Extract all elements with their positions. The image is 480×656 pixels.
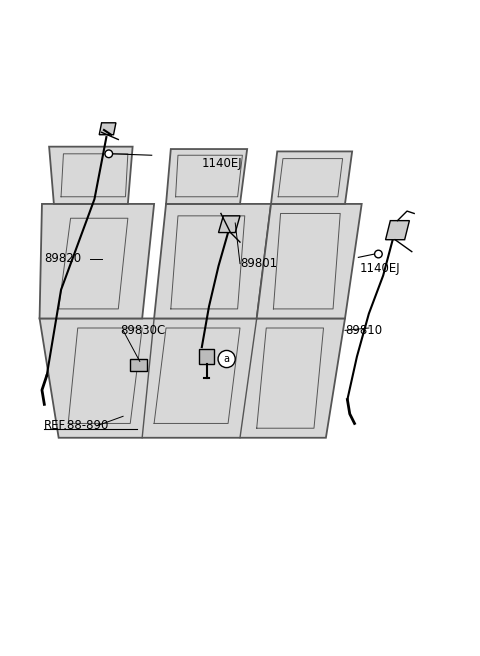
Circle shape bbox=[374, 250, 382, 258]
Polygon shape bbox=[166, 149, 247, 204]
Polygon shape bbox=[39, 318, 345, 438]
Polygon shape bbox=[199, 350, 214, 364]
Polygon shape bbox=[49, 147, 132, 204]
Text: REF.88-890: REF.88-890 bbox=[44, 419, 110, 432]
Text: 89801: 89801 bbox=[240, 257, 277, 270]
Polygon shape bbox=[130, 359, 147, 371]
Polygon shape bbox=[218, 216, 240, 233]
Polygon shape bbox=[39, 204, 154, 318]
Circle shape bbox=[218, 350, 235, 367]
Text: 1140EJ: 1140EJ bbox=[202, 157, 242, 170]
Polygon shape bbox=[257, 204, 362, 318]
Text: 1140EJ: 1140EJ bbox=[360, 262, 400, 275]
Polygon shape bbox=[154, 204, 271, 318]
Circle shape bbox=[105, 150, 113, 157]
Text: 89810: 89810 bbox=[345, 324, 382, 337]
Text: 89830C: 89830C bbox=[120, 324, 166, 337]
Polygon shape bbox=[271, 152, 352, 204]
Text: 89820: 89820 bbox=[44, 253, 82, 265]
Text: a: a bbox=[224, 354, 229, 364]
Polygon shape bbox=[385, 220, 409, 239]
Polygon shape bbox=[99, 123, 116, 134]
